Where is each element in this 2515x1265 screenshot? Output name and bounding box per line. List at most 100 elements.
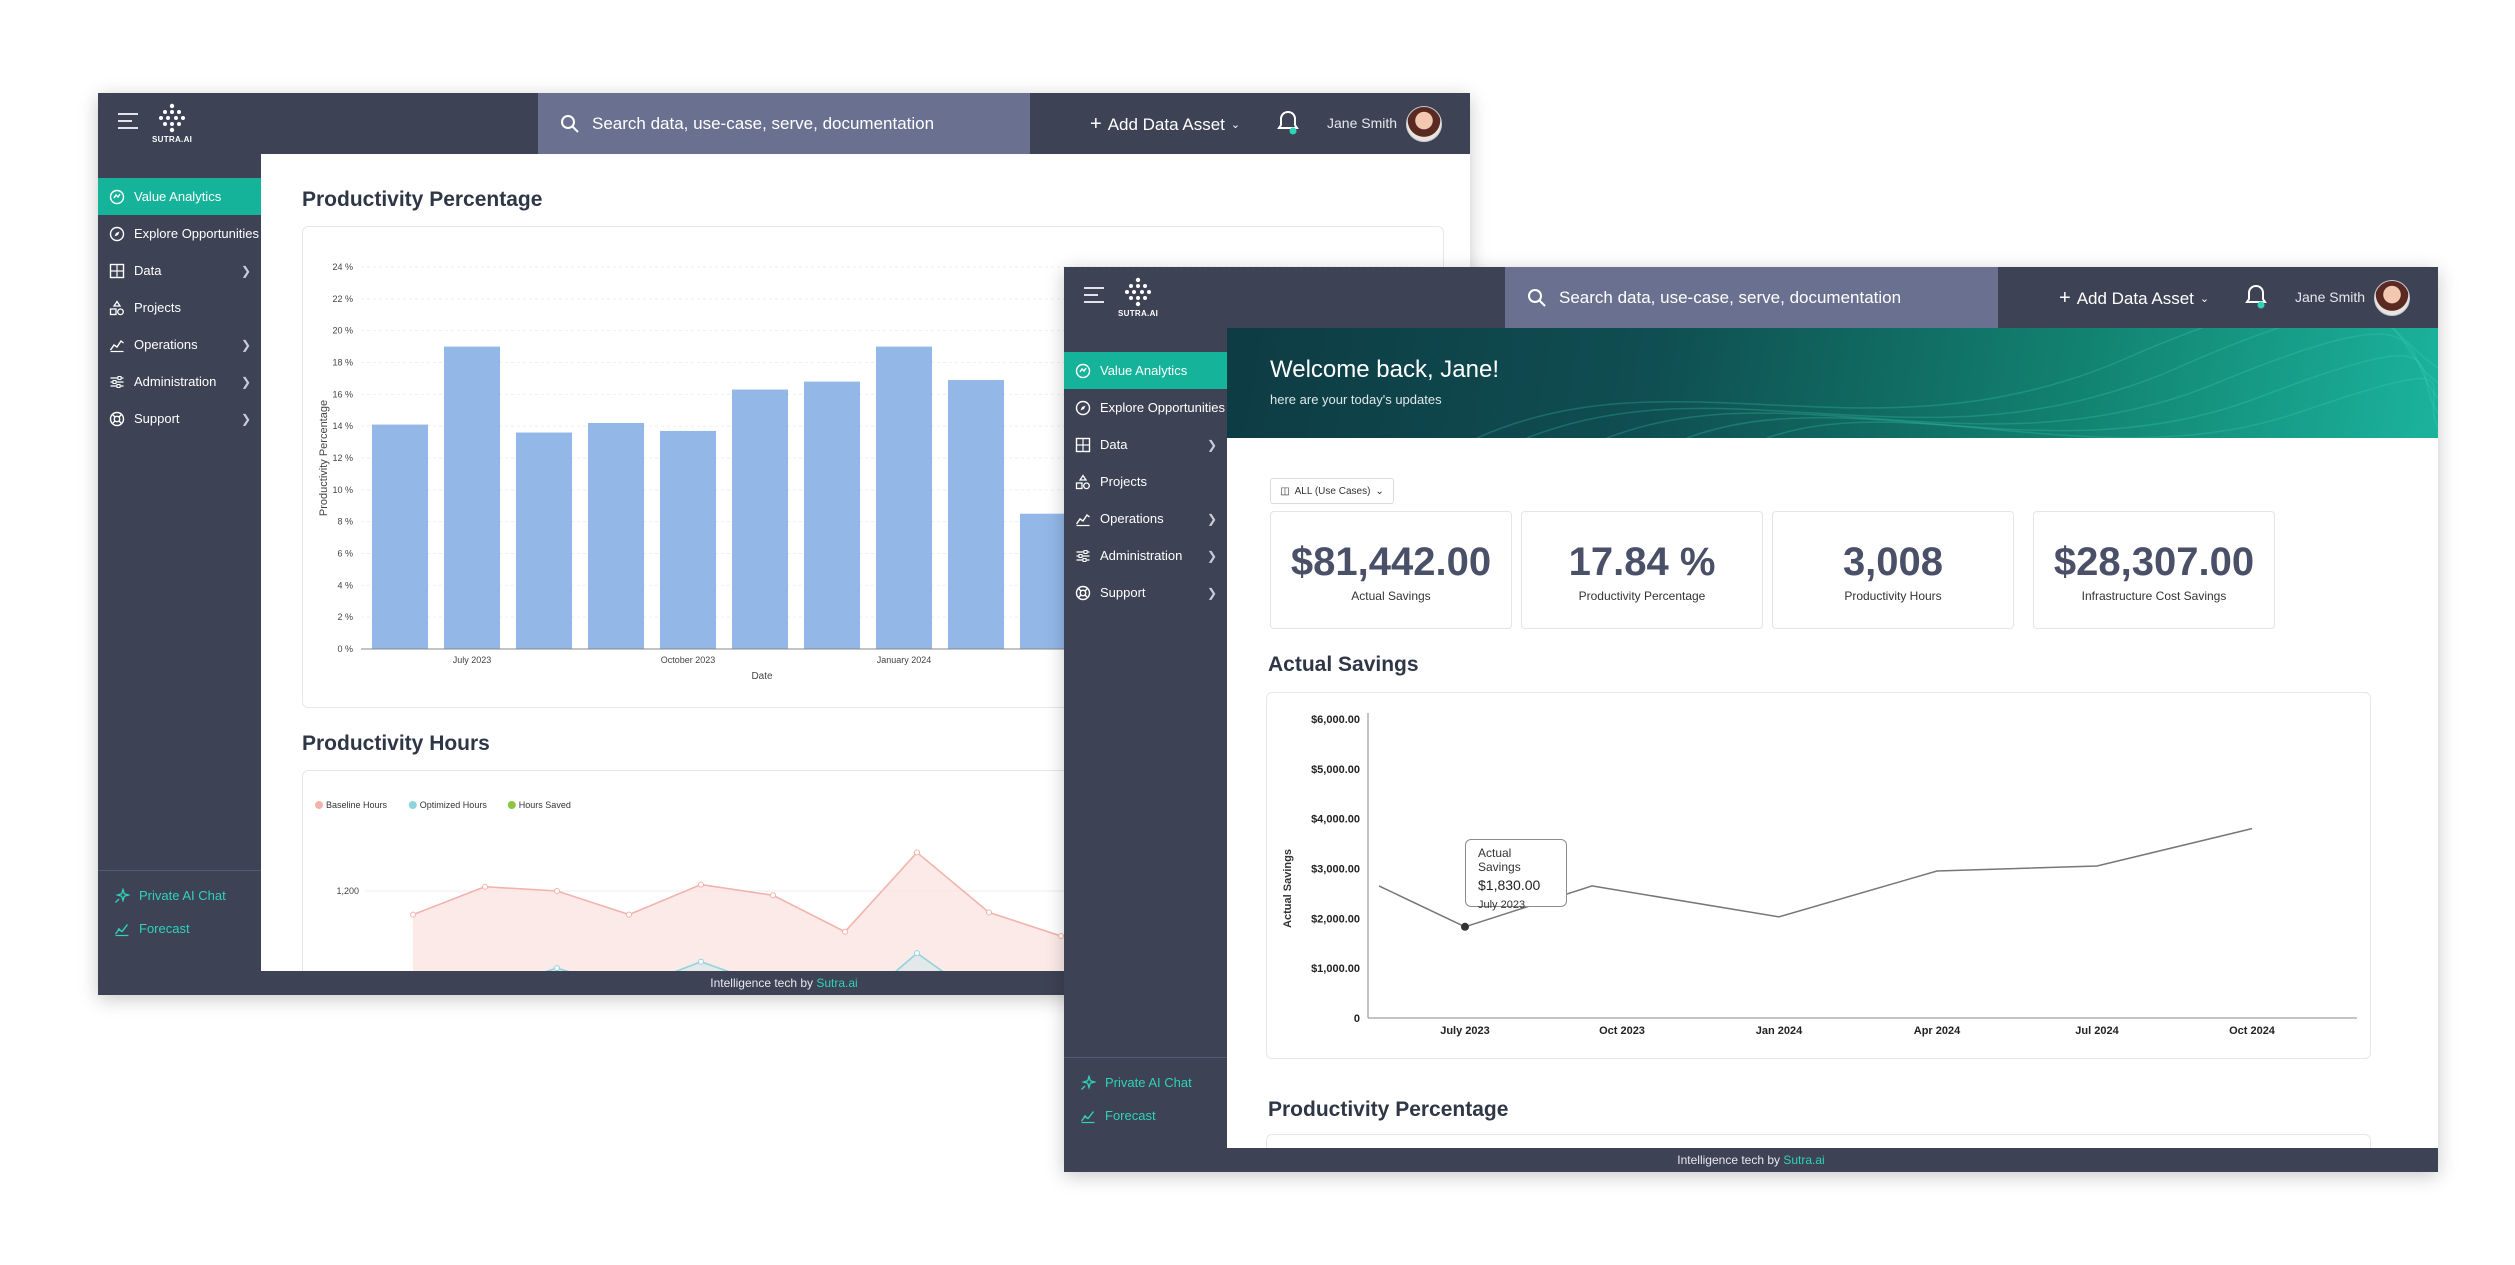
shapes-icon <box>109 299 124 315</box>
sliders-icon <box>1076 549 1090 562</box>
sidebar-item-support[interactable]: Support ❯ <box>1064 574 1227 611</box>
y-tick-label: 10 % <box>332 485 353 495</box>
sidebar-item-label: Value Analytics <box>134 189 222 204</box>
add-data-asset-button[interactable]: + Add Data Asset ⌄ <box>1090 113 1240 136</box>
y-tick-label: 6 % <box>337 549 353 559</box>
sidebar-item-label: Data <box>1100 437 1128 452</box>
sidebar-item-label: Private AI Chat <box>139 888 226 903</box>
sidebar-item-projects[interactable]: Projects <box>98 289 261 326</box>
add-data-asset-button[interactable]: + Add Data Asset ⌄ <box>2059 287 2209 310</box>
sidebar-item-label: Support <box>1100 585 1146 600</box>
sidebar-item-explore-opportunities[interactable]: Explore Opportunities <box>98 215 261 252</box>
sidebar-item-operations[interactable]: Operations ❯ <box>1064 500 1227 537</box>
legend-marker <box>408 801 417 809</box>
kpi-label: Infrastructure Cost Savings <box>2081 589 2227 603</box>
welcome-title: Welcome back, Jane! <box>1270 356 1499 383</box>
sidebar-item-administration[interactable]: Administration ❯ <box>98 363 261 400</box>
user-name[interactable]: Jane Smith <box>2295 289 2366 305</box>
kpi-label: Productivity Percentage <box>1578 589 1706 603</box>
chart-card <box>1266 1134 2371 1148</box>
kpi-card: 17.84 % Productivity Percentage <box>1521 511 1763 629</box>
add-data-asset-label: Add Data Asset <box>2076 288 2194 308</box>
x-tick-label: Oct 2024 <box>2229 1025 2276 1037</box>
welcome-subtitle: here are your today's updates <box>1270 392 1442 407</box>
y-axis-label: Productivity Percentage <box>318 400 330 516</box>
sidebar-item-projects[interactable]: Projects <box>1064 463 1227 500</box>
y-tick-label: 4 % <box>337 580 353 590</box>
filter-icon: ◫ <box>1280 485 1290 497</box>
legend-label: Hours Saved <box>519 800 571 810</box>
search-bar[interactable]: Search data, use-case, serve, documentat… <box>538 93 1030 154</box>
sidebar-item-forecast[interactable]: Forecast <box>1064 1099 1227 1132</box>
sidebar: Value Analytics Explore Opportunities Data… <box>1064 328 1227 1148</box>
baseline-point <box>626 911 632 918</box>
sidebar-item-private-ai-chat[interactable]: Private AI Chat <box>98 879 261 912</box>
menu-icon[interactable] <box>1084 287 1104 305</box>
baseline-point <box>482 883 488 890</box>
area-chart: Baseline Hours Optimized Hours Hours Saved… <box>315 800 1423 971</box>
y-tick-label: 1,200 <box>336 886 359 896</box>
kpi-label: Actual Savings <box>1351 589 1431 603</box>
search-placeholder: Search data, use-case, serve, documentat… <box>592 113 935 133</box>
y-tick-label: 0 <box>1354 1013 1360 1025</box>
notification-bell-icon[interactable] <box>1276 110 1300 141</box>
bar <box>444 346 500 649</box>
chevron-down-icon: ⌄ <box>1375 485 1384 497</box>
use-case-filter[interactable]: ◫ ALL (Use Cases) ⌄ <box>1270 478 1394 504</box>
sidebar-item-forecast[interactable]: Forecast <box>98 912 261 945</box>
logo-text: SUTRA.AI <box>1118 309 1159 318</box>
sidebar: Value Analytics Explore Opportunities Data… <box>98 154 261 971</box>
kpi-card: $81,442.00 Actual Savings <box>1270 511 1512 629</box>
x-tick-label: January 2024 <box>877 655 932 665</box>
grid-icon <box>109 263 125 278</box>
avatar[interactable] <box>2374 280 2410 316</box>
sidebar-item-value-analytics[interactable]: Value Analytics <box>1064 352 1227 389</box>
baseline-point <box>986 909 992 916</box>
sidebar-item-data[interactable]: Data ❯ <box>1064 426 1227 463</box>
sidebar-item-administration[interactable]: Administration ❯ <box>1064 537 1227 574</box>
chevron-right-icon: ❯ <box>1206 585 1217 600</box>
legend-marker <box>315 801 323 809</box>
baseline-point <box>842 928 848 935</box>
chart-card: 0 $1,000.00 $2,000.00 $3,000.00 $4,000.00 $5,… <box>1266 692 2371 1059</box>
y-tick-label: 16 % <box>332 389 353 399</box>
sparkle-icon <box>1081 1074 1096 1090</box>
y-tick-label: $3,000.00 <box>1311 864 1360 876</box>
bar-chart: 0 % 2 % 4 % 6 % 8 % 10 % 12 % 14 % 16 % 18 % 20 % 2… <box>318 262 1423 682</box>
y-tick-label: $6,000.00 <box>1311 714 1360 726</box>
sidebar-item-label: Explore Opportunities <box>134 226 260 241</box>
x-tick-label: July 2023 <box>453 655 492 665</box>
sidebar-item-value-analytics[interactable]: Value Analytics <box>98 178 261 215</box>
lifebuoy-icon <box>1075 585 1091 600</box>
footer: Intelligence tech by Sutra.ai <box>1064 1148 2438 1172</box>
sidebar-item-private-ai-chat[interactable]: Private AI Chat <box>1064 1066 1227 1099</box>
user-name[interactable]: Jane Smith <box>1327 115 1398 131</box>
compass-icon <box>109 226 125 241</box>
highlighted-point <box>1461 922 1469 931</box>
sidebar-item-support[interactable]: Support ❯ <box>98 400 261 437</box>
section-title: Actual Savings <box>1268 653 1419 676</box>
kpi-card: $28,307.00 Infrastructure Cost Savings <box>2033 511 2275 629</box>
menu-icon[interactable] <box>118 113 138 131</box>
footer-link[interactable]: Sutra.ai <box>816 976 858 990</box>
search-bar[interactable]: Search data, use-case, serve, documentat… <box>1505 267 1998 328</box>
baseline-point <box>914 849 920 856</box>
footer-text: Intelligence tech by <box>1677 1153 1784 1167</box>
chevron-right-icon: ❯ <box>240 411 251 426</box>
chevron-right-icon: ❯ <box>240 263 251 278</box>
sidebar-item-operations[interactable]: Operations ❯ <box>98 326 261 363</box>
avatar[interactable] <box>1406 106 1442 142</box>
sidebar-item-label: Forecast <box>1105 1108 1156 1123</box>
sidebar-item-explore-opportunities[interactable]: Explore Opportunities <box>1064 389 1227 426</box>
baseline-point <box>410 911 416 918</box>
section-title: Productivity Percentage <box>1268 1098 1509 1121</box>
y-tick-label: $4,000.00 <box>1311 814 1360 826</box>
notification-bell-icon[interactable] <box>2244 284 2268 315</box>
footer-link[interactable]: Sutra.ai <box>1783 1153 1825 1167</box>
value-analytics-icon <box>1075 363 1091 378</box>
tooltip-date: July 2023 <box>1478 899 1526 911</box>
y-tick-label: 24 % <box>332 262 353 272</box>
sidebar-item-data[interactable]: Data ❯ <box>98 252 261 289</box>
optimized-point <box>554 965 560 971</box>
grid-icon <box>1075 437 1091 452</box>
